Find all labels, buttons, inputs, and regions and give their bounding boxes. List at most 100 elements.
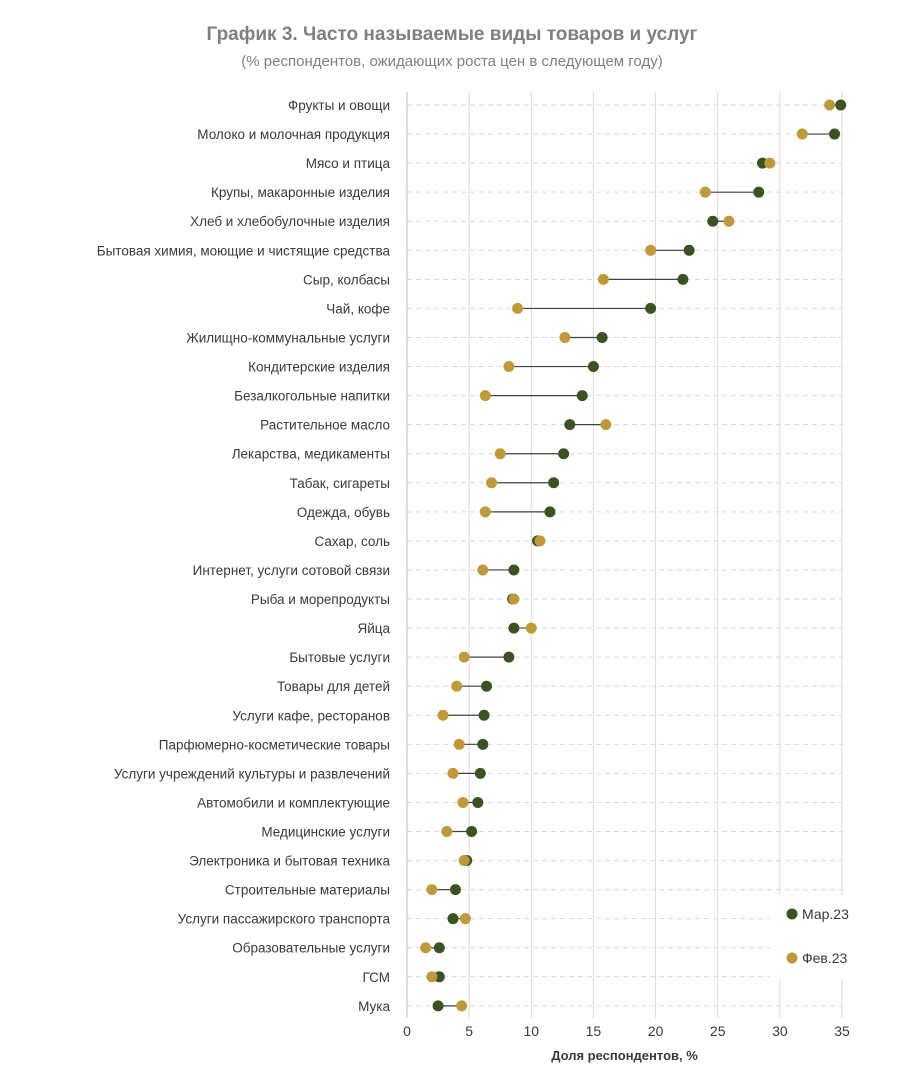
category-label: Сахар, соль — [314, 534, 390, 549]
point-mar23 — [544, 506, 556, 518]
point-feb23 — [426, 971, 438, 983]
point-mar23 — [707, 215, 719, 227]
point-feb23 — [503, 361, 515, 373]
category-label: Бытовые услуги — [289, 650, 390, 665]
category-label: Хлеб и хлебобулочные изделия — [190, 214, 390, 229]
category-label: Безалкогольные напитки — [234, 389, 390, 404]
point-feb23 — [479, 390, 491, 402]
point-mar23 — [558, 448, 570, 460]
point-mar23 — [835, 99, 847, 111]
category-label: Строительные материалы — [225, 883, 390, 898]
point-mar23 — [447, 913, 459, 925]
x-tick-label: 20 — [648, 1023, 664, 1039]
chart-title: График 3. Часто называемые виды товаров … — [206, 24, 698, 45]
category-label: Сыр, колбасы — [303, 272, 390, 287]
point-mar23 — [645, 302, 657, 314]
category-label: Чай, кофе — [326, 301, 390, 316]
point-feb23 — [512, 302, 524, 314]
point-feb23 — [441, 826, 453, 837]
x-axis-label: Доля респондентов, % — [551, 1048, 698, 1063]
category-label: ГСМ — [362, 970, 390, 985]
point-feb23 — [796, 128, 808, 140]
point-feb23 — [764, 157, 776, 169]
legend-label: Мар.23 — [802, 906, 849, 922]
point-mar23 — [508, 622, 520, 634]
point-feb23 — [525, 622, 537, 634]
grid-lines — [406, 92, 843, 1018]
point-mar23 — [472, 796, 484, 808]
category-label: Молоко и молочная продукция — [197, 127, 390, 142]
point-feb23 — [723, 215, 735, 227]
legend-marker — [786, 908, 798, 920]
point-feb23 — [458, 651, 470, 663]
category-label: Мука — [358, 999, 390, 1014]
point-mar23 — [433, 942, 445, 954]
category-label: Услуги пассажирского транспорта — [178, 912, 391, 927]
category-label: Услуги учреждений культуры и развлечений — [114, 766, 390, 781]
point-mar23 — [677, 273, 689, 285]
point-feb23 — [451, 680, 463, 692]
legend-label: Фев.23 — [802, 950, 848, 966]
point-mar23 — [576, 390, 588, 402]
point-feb23 — [456, 1000, 468, 1012]
category-label: Образовательные услуги — [232, 941, 390, 956]
category-label: Крупы, макаронные изделия — [211, 185, 390, 200]
point-feb23 — [426, 884, 438, 896]
category-label: Мясо и птица — [306, 156, 391, 171]
point-feb23 — [534, 535, 546, 547]
point-feb23 — [600, 419, 612, 431]
category-label: Лекарства, медикаменты — [232, 447, 390, 462]
point-mar23 — [596, 331, 608, 343]
category-label: Интернет, услуги сотовой связи — [193, 563, 390, 578]
category-label: Электроника и бытовая техника — [189, 854, 390, 869]
point-mar23 — [449, 884, 461, 896]
data-points — [420, 99, 847, 1012]
category-label: Яйца — [357, 621, 390, 636]
category-labels: Фрукты и овощи Молоко и молочная продукци… — [97, 98, 391, 1014]
connector-lines — [425, 104, 841, 1007]
point-feb23 — [479, 506, 491, 518]
point-feb23 — [699, 186, 711, 198]
x-tick-label: 5 — [465, 1023, 473, 1039]
point-mar23 — [829, 128, 841, 140]
point-feb23 — [494, 448, 506, 460]
point-mar23 — [683, 244, 695, 256]
category-label: Рыба и морепродукты — [251, 592, 390, 607]
point-mar23 — [466, 826, 478, 837]
point-feb23 — [420, 942, 432, 954]
point-feb23 — [559, 331, 571, 343]
category-label: Услуги кафе, ресторанов — [232, 708, 390, 723]
point-mar23 — [432, 1000, 444, 1012]
point-mar23 — [477, 738, 489, 750]
legend: Мар.23 Фев.23 — [770, 895, 868, 980]
category-label: Товары для детей — [277, 679, 390, 694]
point-feb23 — [645, 244, 657, 256]
point-mar23 — [503, 651, 515, 663]
point-mar23 — [587, 361, 599, 373]
category-label: Табак, сигареты — [290, 476, 390, 491]
x-tick-label: 25 — [710, 1023, 726, 1039]
point-mar23 — [474, 767, 486, 779]
category-label: Автомобили и комплектующие — [197, 795, 390, 810]
point-feb23 — [824, 99, 836, 111]
x-tick-label: 15 — [586, 1023, 602, 1039]
point-feb23 — [597, 273, 609, 285]
category-label: Кондитерские изделия — [248, 360, 390, 375]
category-label: Растительное масло — [260, 418, 390, 433]
x-tick-label: 10 — [523, 1023, 539, 1039]
category-label: Одежда, обувь — [297, 505, 390, 520]
legend-marker — [786, 952, 798, 964]
point-mar23 — [478, 709, 490, 721]
point-feb23 — [453, 738, 465, 750]
point-feb23 — [458, 855, 470, 867]
point-mar23 — [481, 680, 493, 692]
category-label: Фрукты и овощи — [288, 98, 390, 113]
point-feb23 — [486, 477, 498, 489]
x-axis-ticks: 0 5 10 15 20 25 30 35 — [403, 1023, 850, 1039]
point-feb23 — [447, 767, 459, 779]
x-tick-label: 35 — [834, 1023, 850, 1039]
point-mar23 — [753, 186, 765, 198]
point-mar23 — [508, 564, 520, 576]
chart-subtitle: (% респондентов, ожидающих роста цен в с… — [241, 53, 663, 70]
